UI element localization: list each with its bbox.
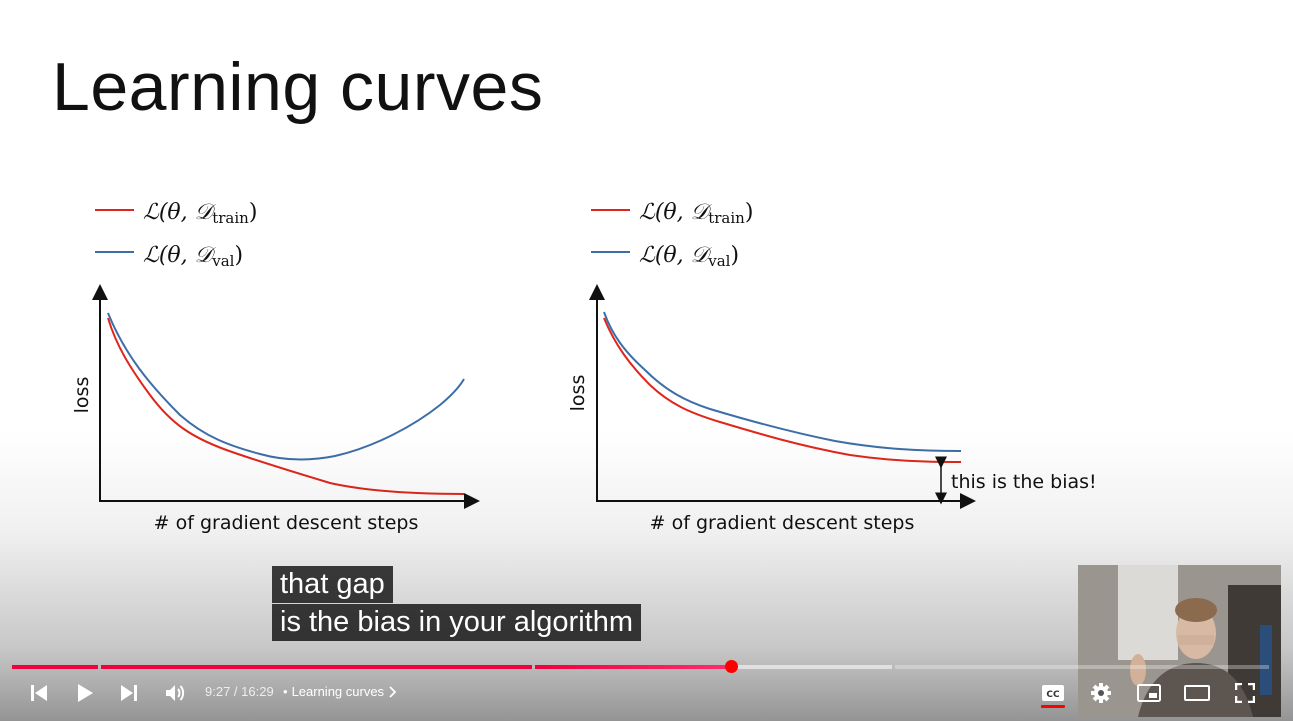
series-val-line — [603, 311, 962, 452]
chapter-segment-played[interactable] — [12, 665, 98, 669]
legend-train-label: ℒ(θ, 𝒟train) — [143, 200, 257, 227]
miniplayer-button[interactable] — [1136, 680, 1162, 706]
presenter-webcam — [1078, 565, 1281, 717]
theater-mode-button[interactable] — [1184, 680, 1210, 706]
volume-button[interactable] — [162, 680, 188, 706]
y-axis-label: loss — [71, 377, 93, 414]
chapter-segment-buffered[interactable] — [732, 665, 892, 669]
cc-icon: CC — [1042, 685, 1064, 701]
chapter-title: Learning curves — [291, 684, 385, 699]
slide-title: Learning curves — [52, 49, 544, 125]
legend-right: ℒ(θ, 𝒟train) ℒ(θ, 𝒟val) — [591, 200, 753, 270]
settings-button[interactable] — [1088, 680, 1114, 706]
caption-line: that gap — [272, 566, 393, 603]
series-train-line — [603, 317, 962, 463]
caption-line: is the bias in your algorithm — [272, 604, 641, 641]
play-button[interactable] — [72, 680, 98, 706]
theater-icon — [1184, 685, 1210, 701]
next-button[interactable] — [116, 680, 142, 706]
legend-train-label: ℒ(θ, 𝒟train) — [639, 200, 753, 227]
legend-left: ℒ(θ, 𝒟train) ℒ(θ, 𝒟val) — [95, 200, 257, 270]
time-display: 9:27 / 16:29 — [205, 684, 274, 699]
chapter-segment-unplayed[interactable] — [895, 665, 1269, 669]
volume-icon — [166, 685, 185, 701]
chapter-segment-played[interactable] — [535, 665, 732, 669]
legend-val-label: ℒ(θ, 𝒟val) — [639, 243, 739, 270]
previous-button[interactable] — [26, 680, 52, 706]
chapter-segment-played[interactable] — [101, 665, 532, 669]
progress-bar[interactable] — [12, 665, 1269, 669]
play-icon — [78, 684, 93, 702]
subtitles-button[interactable]: CC — [1040, 680, 1066, 706]
fullscreen-icon — [1235, 683, 1255, 703]
series-train-line — [107, 317, 465, 495]
chapter-separator: • — [283, 684, 288, 699]
skip-next-icon — [121, 685, 137, 701]
series-val-line — [107, 312, 465, 461]
legend-val-label: ℒ(θ, 𝒟val) — [143, 243, 243, 270]
miniplayer-icon — [1137, 684, 1161, 702]
scrubber-handle[interactable] — [725, 660, 738, 673]
x-axis-label: # of gradient descent steps — [154, 512, 419, 534]
skip-previous-icon — [31, 685, 47, 701]
settings-icon — [1091, 683, 1111, 703]
svg-text:CC: CC — [1046, 690, 1060, 700]
chart-right: ℒ(θ, 𝒟train) ℒ(θ, 𝒟val) loss # of gradie… — [567, 200, 1097, 534]
chart-left: ℒ(θ, 𝒟train) ℒ(θ, 𝒟val) loss # of gradie… — [71, 200, 480, 534]
chevron-right-icon — [389, 685, 397, 698]
fullscreen-button[interactable] — [1232, 680, 1258, 706]
bias-annotation: this is the bias! — [951, 471, 1097, 493]
chapter-button[interactable]: • Learning curves — [283, 684, 398, 699]
x-axis-label: # of gradient descent steps — [650, 512, 915, 534]
y-axis-label: loss — [567, 375, 589, 412]
subtitles-active-indicator — [1041, 705, 1065, 708]
